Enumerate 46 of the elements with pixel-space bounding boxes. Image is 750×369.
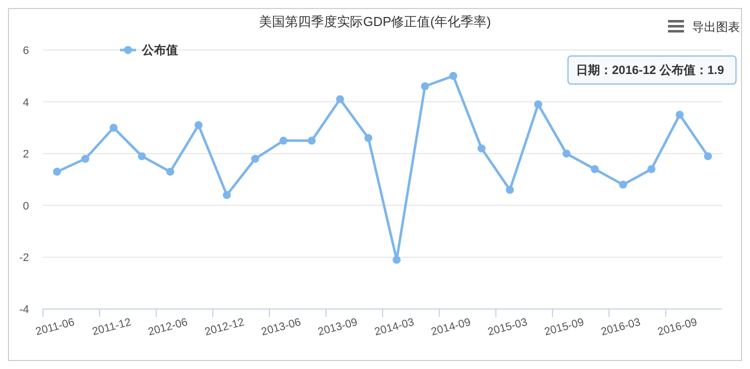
point — [110, 124, 118, 132]
point — [194, 121, 203, 130]
x-tick-label: 2014-09 — [430, 316, 472, 338]
point — [53, 168, 61, 176]
point — [279, 136, 288, 145]
point — [251, 154, 260, 163]
point — [676, 110, 684, 119]
point — [166, 168, 174, 176]
chart-title: 美国第四季度实际GDP修正值(年化季率) — [259, 14, 491, 29]
x-tick-label: 2014-03 — [373, 316, 416, 338]
point — [704, 152, 712, 160]
x-tick-label: 2015-09 — [543, 316, 586, 338]
y-tick-label: 6 — [22, 45, 29, 57]
x-tick-label: 2013-06 — [260, 316, 302, 338]
point — [222, 191, 231, 200]
point — [336, 95, 344, 104]
legend-label: 公布值 — [141, 43, 178, 57]
y-tick-label: -4 — [19, 304, 29, 316]
x-tick-label: 2016-03 — [600, 316, 642, 338]
y-tick-label: 2 — [22, 148, 29, 161]
point — [619, 180, 628, 189]
point — [420, 82, 429, 90]
text: 导出图表 — [692, 20, 740, 34]
point — [449, 72, 458, 80]
point — [647, 165, 656, 174]
x-tick-label: 2012-06 — [146, 316, 189, 338]
y-tick-label: 4 — [22, 96, 29, 109]
point — [138, 152, 146, 160]
point — [506, 186, 514, 194]
annotation: 日期：2016-12 公布值：1.9 — [576, 63, 724, 77]
x-tick-label: 2016-09 — [656, 316, 698, 338]
point — [308, 136, 316, 145]
point — [81, 154, 90, 163]
x-tick-label: 2013-09 — [316, 316, 359, 338]
y-tick-label: 0 — [22, 200, 29, 212]
x-tick-label: 2015-03 — [486, 316, 529, 338]
point — [534, 100, 542, 108]
x-tick-label: 2011-06 — [34, 316, 76, 338]
y-tick-label: -2 — [19, 252, 29, 264]
point — [590, 165, 599, 174]
x-tick-label: 2011-12 — [91, 316, 132, 338]
point — [562, 150, 570, 158]
x-tick-label: 2012-12 — [203, 316, 246, 338]
point — [392, 256, 401, 264]
point — [478, 144, 486, 152]
point — [364, 134, 372, 142]
